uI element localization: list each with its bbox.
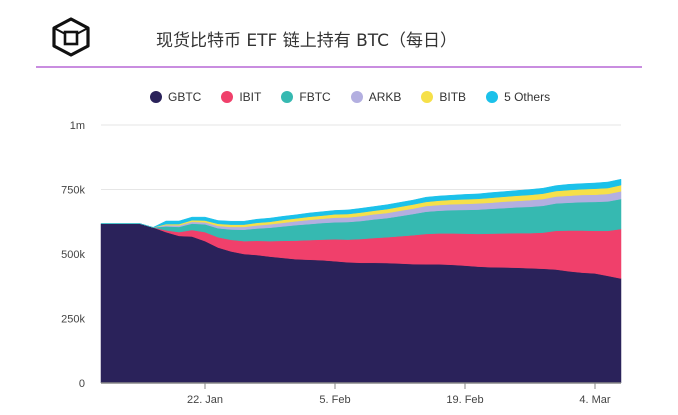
- legend-label: FBTC: [299, 90, 331, 104]
- area-series-5-others: [101, 178, 622, 228]
- legend-swatch: [221, 91, 234, 103]
- chart-legend: GBTC IBIT FBTC ARKB BITB 5 Others: [150, 90, 550, 104]
- x-tick-label: 22. Jan: [187, 394, 223, 406]
- legend-label: GBTC: [168, 90, 202, 104]
- y-tick-label: 250k: [61, 314, 85, 326]
- y-tick-label: 0: [79, 378, 85, 390]
- header-divider: [36, 66, 642, 68]
- legend-item-fbtc[interactable]: FBTC: [281, 90, 331, 104]
- legend-label: IBIT: [239, 90, 262, 104]
- cube-logo-icon: [52, 17, 90, 57]
- legend-swatch: [421, 91, 434, 103]
- x-tick-label: 19. Feb: [446, 394, 483, 406]
- legend-item-5-others[interactable]: 5 Others: [486, 90, 550, 104]
- header: 现货比特币 ETF 链上持有 BTC（每日）: [0, 0, 678, 68]
- y-tick-label: 750k: [61, 185, 85, 197]
- y-tick-label: 1m: [70, 120, 85, 132]
- legend-item-gbtc[interactable]: GBTC: [150, 90, 201, 104]
- x-tick-label: 5. Feb: [319, 394, 350, 406]
- legend-swatch: [281, 91, 294, 103]
- legend-label: 5 Others: [504, 90, 551, 104]
- legend-swatch: [350, 91, 363, 103]
- page-title: 现货比特币 ETF 链上持有 BTC（每日）: [156, 31, 458, 51]
- legend-swatch: [150, 91, 162, 103]
- legend-label: BITB: [439, 90, 467, 104]
- legend-label: ARKB: [368, 90, 402, 104]
- legend-item-arkb[interactable]: ARKB: [350, 90, 402, 104]
- x-tick-label: 4. Mar: [579, 394, 611, 406]
- legend-item-bitb[interactable]: BITB: [421, 90, 466, 104]
- legend-item-ibit[interactable]: IBIT: [221, 90, 261, 104]
- y-tick-label: 500k: [61, 249, 85, 261]
- legend-swatch: [486, 91, 499, 103]
